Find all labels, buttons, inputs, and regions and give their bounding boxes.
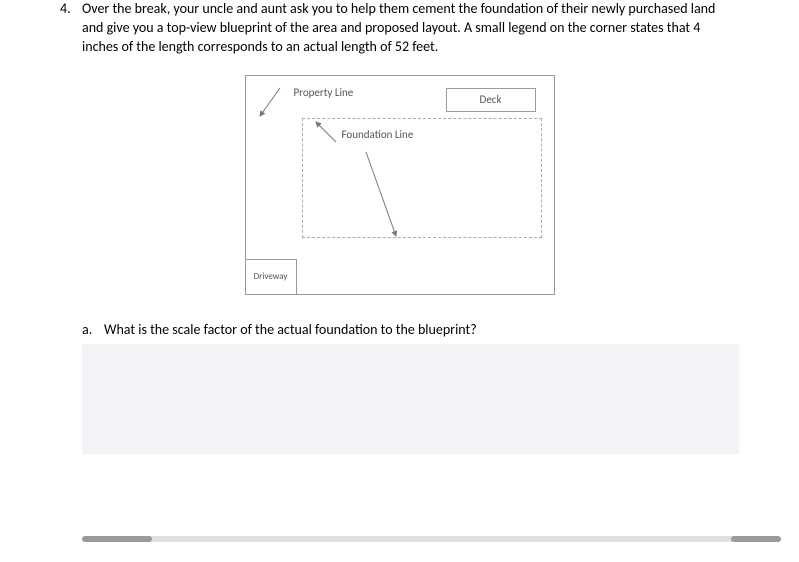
diagram-wrap: Property Line Deck Foundation Line Drive…: [60, 75, 739, 295]
problem-number: 4.: [60, 0, 82, 17]
driveway-box: Driveway: [245, 259, 297, 295]
subquestion-letter: a.: [82, 321, 104, 338]
problem-text: Over the break, your uncle and aunt ask …: [82, 0, 739, 57]
foundation-box: [302, 118, 542, 238]
subquestion-text: What is the scale factor of the actual f…: [104, 321, 477, 338]
blueprint: Property Line Deck Foundation Line Drive…: [245, 75, 555, 295]
driveway-label: Driveway: [254, 271, 288, 282]
answer-input-area[interactable]: [82, 344, 739, 454]
deck-label: Deck: [480, 93, 502, 106]
deck-box: Deck: [446, 88, 536, 112]
scrollbar-thumb-left[interactable]: [82, 536, 152, 542]
problem-row: 4. Over the break, your uncle and aunt a…: [60, 0, 739, 57]
subquestion-row: a. What is the scale factor of the actua…: [82, 321, 739, 338]
foundation-line-label: Foundation Line: [342, 128, 414, 141]
horizontal-scrollbar[interactable]: [82, 536, 781, 542]
property-line-label: Property Line: [294, 86, 354, 99]
problem-block: 4. Over the break, your uncle and aunt a…: [0, 0, 799, 338]
scrollbar-thumb-right[interactable]: [731, 536, 781, 542]
